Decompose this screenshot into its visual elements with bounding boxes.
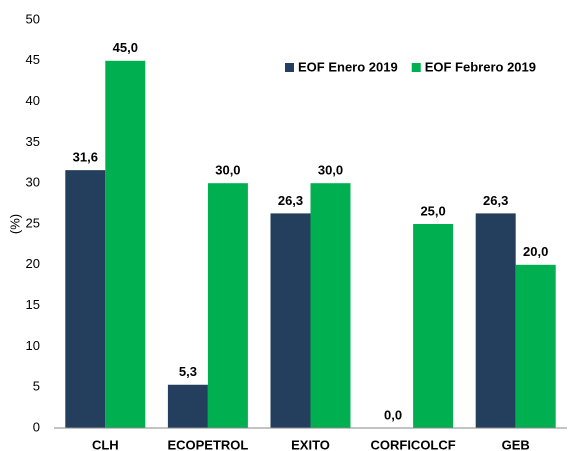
x-tick-label: CLH (92, 437, 119, 451)
bar (167, 384, 208, 428)
data-label: 30,0 (318, 163, 343, 178)
data-label: 5,3 (179, 364, 197, 379)
y-tick-label: 15 (26, 297, 40, 312)
bar (105, 60, 146, 429)
legend-label: EOF Enero 2019 (298, 59, 398, 74)
y-tick-label: 20 (26, 256, 40, 271)
legend-swatch (411, 63, 421, 72)
data-label: 30,0 (215, 163, 240, 178)
bar (207, 183, 248, 428)
y-tick-label: 0 (33, 419, 40, 434)
data-label: 20,0 (523, 244, 548, 259)
data-label: 25,0 (420, 203, 445, 218)
legend-label: EOF Febrero 2019 (425, 59, 536, 74)
y-tick-label: 10 (26, 338, 40, 353)
x-tick-label: CORFICOLCF (370, 437, 455, 451)
bar (413, 224, 454, 428)
data-label: 45,0 (113, 40, 138, 55)
bar (515, 264, 556, 428)
bar (310, 183, 351, 428)
data-label: 26,3 (278, 193, 303, 208)
bar (475, 213, 516, 428)
y-tick-label: 30 (26, 175, 40, 190)
y-tick-label: 40 (26, 93, 40, 108)
y-tick-label: 35 (26, 134, 40, 149)
y-axis-label: (%) (7, 214, 22, 234)
legend-swatch (285, 63, 294, 72)
data-label: 26,3 (483, 193, 508, 208)
y-tick-label: 45 (26, 52, 40, 67)
x-tick-label: EXITO (291, 437, 330, 451)
data-label: 31,6 (73, 150, 98, 165)
bar (65, 170, 106, 429)
x-tick-label: GEB (502, 437, 530, 451)
x-tick-label: ECOPETROL (167, 437, 248, 451)
y-tick-label: 5 (33, 379, 40, 394)
y-tick-label: 50 (26, 11, 40, 26)
data-label: 0,0 (384, 407, 402, 422)
y-tick-label: 25 (26, 215, 40, 230)
bar (270, 213, 311, 428)
